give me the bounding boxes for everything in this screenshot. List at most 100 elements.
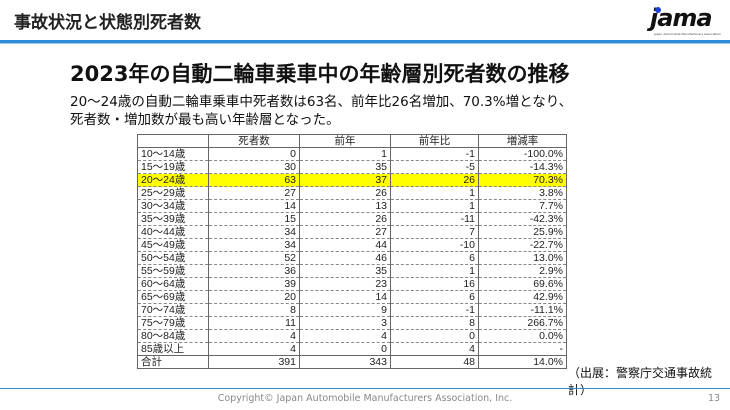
lead-text: 20～24歳の自動二輪車乗車中死者数は63名、前年比26名増加、70.3%増とな… xyxy=(70,93,572,129)
table-cell: 4 xyxy=(208,329,300,343)
page-number: 13 xyxy=(708,393,721,404)
header-divider-light xyxy=(0,43,730,44)
table-cell: -10 xyxy=(390,238,479,252)
table-cell: 1 xyxy=(390,199,479,213)
table-cell: 30 xyxy=(208,160,300,174)
table-row: 80～84歳 4 4 0 0.0% xyxy=(137,329,567,343)
column-header: 死者数 xyxy=(208,134,300,148)
row-label: 20～24歳 xyxy=(137,173,209,187)
table-cell: 44 xyxy=(299,238,391,252)
row-label: 合計 xyxy=(137,355,209,369)
page-title: 2023年の自動二輪車乗車中の年齢層別死者数の推移 xyxy=(70,62,570,86)
table-cell: 8 xyxy=(208,303,300,317)
table-cell: -5 xyxy=(390,160,479,174)
table-cell: 0.0% xyxy=(478,329,567,343)
table-cell: 15 xyxy=(208,212,300,226)
table-cell: 39 xyxy=(208,277,300,291)
table-cell: 35 xyxy=(299,160,391,174)
table-row: 45～49歳 34 44 -10 -22.7% xyxy=(137,238,567,252)
table-cell: 4 xyxy=(390,342,479,356)
row-label: 25～29歳 xyxy=(137,186,209,200)
table-cell: -1 xyxy=(390,147,479,161)
table-cell: 4 xyxy=(299,329,391,343)
table-cell: 26 xyxy=(390,173,479,187)
table-row: 15～19歳 30 35 -5 -14.3% xyxy=(137,160,567,174)
row-label: 60～64歳 xyxy=(137,277,209,291)
table-cell: 42.9% xyxy=(478,290,567,304)
row-label: 70～74歳 xyxy=(137,303,209,317)
table-cell: 27 xyxy=(208,186,300,200)
table-cell: 14 xyxy=(208,199,300,213)
table-row: 65～69歳 20 14 6 42.9% xyxy=(137,290,567,304)
row-label: 30～34歳 xyxy=(137,199,209,213)
table-cell: 34 xyxy=(208,238,300,252)
row-label: 55～59歳 xyxy=(137,264,209,278)
table-cell: 9 xyxy=(299,303,391,317)
table-cell: 27 xyxy=(299,225,391,239)
table-row: 70～74歳 8 9 -1 -11.1% xyxy=(137,303,567,317)
table-cell: 11 xyxy=(208,316,300,330)
table-row: 20～24歳 63 37 26 70.3% xyxy=(137,173,567,187)
table-cell: 25.9% xyxy=(478,225,567,239)
table-cell: 26 xyxy=(299,186,391,200)
table-cell: 1 xyxy=(390,264,479,278)
copyright: Copyright© Japan Automobile Manufacturer… xyxy=(217,393,513,404)
lead-line: 死者数・増加数が最も高い年齢層となった。 xyxy=(70,112,340,128)
table-cell: 0 xyxy=(208,147,300,161)
table-cell: 14 xyxy=(299,290,391,304)
table-cell: 7 xyxy=(390,225,479,239)
table-cell: 0 xyxy=(299,342,391,356)
table-cell: 8 xyxy=(390,316,479,330)
row-label: 65～69歳 xyxy=(137,290,209,304)
table-cell: 3.8% xyxy=(478,186,567,200)
table-cell: 7.7% xyxy=(478,199,567,213)
table-cell: 391 xyxy=(208,355,300,369)
table-cell: 0 xyxy=(390,329,479,343)
table-row: 30～34歳 14 13 1 7.7% xyxy=(137,199,567,213)
footer-divider xyxy=(0,388,730,389)
table-cell: 266.7% xyxy=(478,316,567,330)
table-cell: 23 xyxy=(299,277,391,291)
fatalities-table: 死者数 前年 前年比 増減率 10～14歳 0 1 -1 -100.0% 15～19歳 30 35-… xyxy=(137,134,567,369)
jama-logo: jama Japan Automobile Manufacturers Assoc… xyxy=(650,4,722,36)
table-cell: -11.1% xyxy=(478,303,567,317)
row-label: 10～14歳 xyxy=(137,147,209,161)
column-header: 前年比 xyxy=(390,134,479,148)
table-row: 25～29歳 27 26 1 3.8% xyxy=(137,186,567,200)
header-divider xyxy=(0,40,730,43)
table-cell: 34 xyxy=(208,225,300,239)
lead-line: 20～24歳の自動二輪車乗車中死者数は63名、前年比26名増加、70.3%増とな… xyxy=(70,94,573,110)
total-row: 合計 391 343 48 14.0% xyxy=(137,355,567,369)
table-cell: 35 xyxy=(299,264,391,278)
table-cell: 6 xyxy=(390,290,479,304)
table-cell: 13 xyxy=(299,199,391,213)
table-cell: 16 xyxy=(390,277,479,291)
table-cell: 6 xyxy=(390,251,479,265)
table-row: 55～59歳 36 35 1 2.9% xyxy=(137,264,567,278)
table-row: 40～44歳 34 27 7 25.9% xyxy=(137,225,567,239)
row-label: 15～19歳 xyxy=(137,160,209,174)
table-cell: 20 xyxy=(208,290,300,304)
table-cell: -100.0% xyxy=(478,147,567,161)
row-label: 80～84歳 xyxy=(137,329,209,343)
table-cell: 69.6% xyxy=(478,277,567,291)
table-cell: 63 xyxy=(208,173,300,187)
column-header xyxy=(137,134,209,148)
table-cell: 52 xyxy=(208,251,300,265)
row-label: 45～49歳 xyxy=(137,238,209,252)
row-label: 50～54歳 xyxy=(137,251,209,265)
table-cell: 13.0% xyxy=(478,251,567,265)
table-cell: 48 xyxy=(390,355,479,369)
table-cell: 26 xyxy=(299,212,391,226)
table-cell: 3 xyxy=(299,316,391,330)
row-label: 40～44歳 xyxy=(137,225,209,239)
table-row: 50～54歳 52 46 6 13.0% xyxy=(137,251,567,265)
table-cell: 46 xyxy=(299,251,391,265)
source-note: （出展：警察庁交通事故統計） xyxy=(568,366,713,397)
table-row: 60～64歳 39 23 16 69.6% xyxy=(137,277,567,291)
table-cell: -14.3% xyxy=(478,160,567,174)
table-cell: 2.9% xyxy=(478,264,567,278)
table-cell: 1 xyxy=(390,186,479,200)
table-cell: 4 xyxy=(208,342,300,356)
table-cell: -22.7% xyxy=(478,238,567,252)
